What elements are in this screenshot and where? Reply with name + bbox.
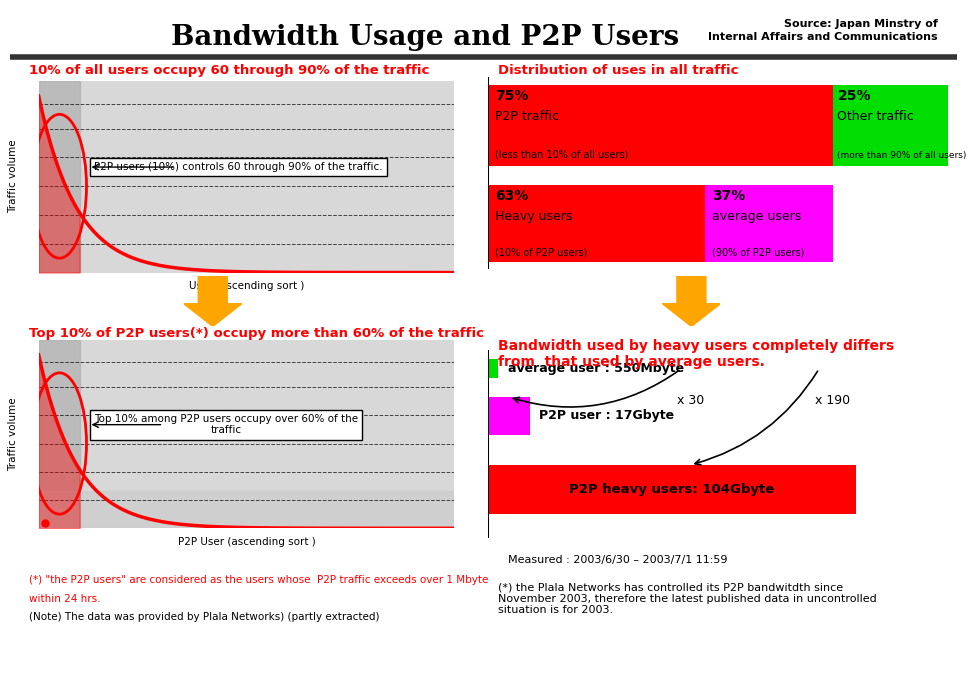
Text: P2P users (10%) controls 60 through 90% of the traffic.: P2P users (10%) controls 60 through 90% …: [94, 162, 383, 172]
Text: Internal Affairs and Communications: Internal Affairs and Communications: [709, 32, 938, 42]
Text: (more than 90% of all users): (more than 90% of all users): [837, 151, 967, 160]
X-axis label: P2P User (ascending sort ): P2P User (ascending sort ): [178, 536, 315, 546]
Bar: [833, 85, 948, 166]
Text: P2P traffic: P2P traffic: [495, 110, 559, 123]
Text: Bandwidth Usage and P2P Users: Bandwidth Usage and P2P Users: [171, 24, 680, 50]
Bar: [705, 185, 833, 262]
Text: Measured : 2003/6/30 – 2003/7/1 11:59: Measured : 2003/6/30 – 2003/7/1 11:59: [508, 555, 727, 565]
Bar: [488, 397, 530, 435]
Text: Top 10% among P2P users occupy over 60% of the
traffic: Top 10% among P2P users occupy over 60% …: [94, 414, 358, 435]
Text: Source: Japan Minstry of: Source: Japan Minstry of: [784, 19, 938, 28]
Bar: [39, 340, 80, 528]
Text: average users: average users: [713, 210, 802, 223]
Polygon shape: [662, 276, 720, 326]
Text: 37%: 37%: [713, 188, 746, 203]
Text: (90% of P2P users): (90% of P2P users): [713, 248, 805, 258]
Text: x 190: x 190: [815, 394, 850, 407]
Text: (Note) The data was provided by Plala Networks) (partly extracted): (Note) The data was provided by Plala Ne…: [29, 612, 379, 622]
Bar: [39, 491, 454, 528]
Bar: [488, 359, 498, 378]
Text: (less than 10% of all users): (less than 10% of all users): [495, 150, 629, 160]
Y-axis label: Traffic volume: Traffic volume: [8, 140, 17, 213]
Text: 63%: 63%: [495, 188, 529, 203]
Bar: [39, 81, 80, 273]
Bar: [488, 185, 705, 262]
Text: Heavy users: Heavy users: [495, 210, 572, 223]
Text: P2P user : 17Gbyte: P2P user : 17Gbyte: [539, 409, 674, 423]
Text: (*) "the P2P users" are considered as the users whose  P2P traffic exceeds over : (*) "the P2P users" are considered as th…: [29, 575, 488, 586]
Bar: [488, 85, 833, 166]
Text: x 30: x 30: [677, 394, 704, 407]
Polygon shape: [184, 276, 242, 326]
Text: 75%: 75%: [495, 89, 529, 103]
Y-axis label: Traffic volume: Traffic volume: [8, 397, 17, 471]
Text: P2P heavy users: 104Gbyte: P2P heavy users: 104Gbyte: [570, 483, 775, 496]
Bar: [488, 465, 856, 514]
Text: Other traffic: Other traffic: [837, 110, 914, 123]
Text: (*) the Plala Networks has controlled its P2P bandwitdth since
November 2003, th: (*) the Plala Networks has controlled it…: [498, 582, 877, 615]
Text: Distribution of uses in all traffic: Distribution of uses in all traffic: [498, 64, 739, 77]
Text: (10% of P2P users): (10% of P2P users): [495, 248, 588, 258]
Text: Top 10% of P2P users(*) occupy more than 60% of the traffic: Top 10% of P2P users(*) occupy more than…: [29, 326, 484, 340]
Text: 10% of all users occupy 60 through 90% of the traffic: 10% of all users occupy 60 through 90% o…: [29, 64, 429, 77]
X-axis label: User (ascending sort ): User (ascending sort ): [189, 281, 305, 291]
Text: within 24 hrs.: within 24 hrs.: [29, 594, 101, 604]
Text: 25%: 25%: [837, 89, 871, 103]
Text: average user : 550Mbyte: average user : 550Mbyte: [508, 362, 684, 376]
Text: Bandwidth used by heavy users completely differs
from  that used by average user: Bandwidth used by heavy users completely…: [498, 339, 894, 369]
